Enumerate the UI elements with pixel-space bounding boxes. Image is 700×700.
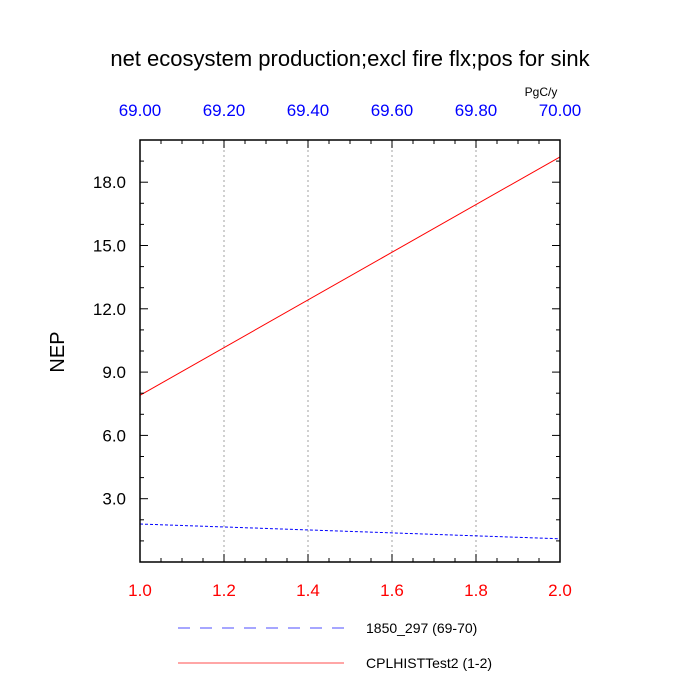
x-tick-label: 1.0 bbox=[128, 581, 152, 600]
y-axis-label: NEP bbox=[47, 331, 69, 372]
y-tick-label: 6.0 bbox=[102, 426, 126, 445]
x-tick-label: 1.4 bbox=[296, 581, 320, 600]
y-tick-label: 9.0 bbox=[102, 363, 126, 382]
top-tick-label: 70.00 bbox=[539, 101, 582, 120]
y-tick-label: 12.0 bbox=[93, 300, 126, 319]
y-tick-label: 18.0 bbox=[93, 173, 126, 192]
top-tick-label: 69.60 bbox=[371, 101, 414, 120]
grid-lines bbox=[223, 140, 477, 562]
x-tick-label: 1.6 bbox=[380, 581, 404, 600]
axis-ticks: 1.0 1.2 1.4 1.6 1.8 2.0 69.00 69.20 69.40 69.60 69… bbox=[93, 101, 581, 600]
series-line bbox=[139, 523, 561, 540]
top-tick-label: 69.00 bbox=[119, 101, 162, 120]
y-tick-label: 15.0 bbox=[93, 237, 126, 256]
y-tick-label: 3.0 bbox=[102, 490, 126, 509]
x-tick-label: 1.2 bbox=[212, 581, 236, 600]
legend-label: CPLHISTTest2 (1-2) bbox=[366, 655, 492, 671]
top-tick-label: 69.40 bbox=[287, 101, 330, 120]
top-tick-label: 69.20 bbox=[203, 101, 246, 120]
series-layer bbox=[139, 156, 561, 540]
legend: 1850_297 (69-70) CPLHISTTest2 (1-2) bbox=[178, 620, 492, 671]
legend-label: 1850_297 (69-70) bbox=[366, 620, 477, 636]
plot-frame bbox=[139, 139, 561, 563]
x-tick-label: 2.0 bbox=[548, 581, 572, 600]
top-axis-unit: PgC/y bbox=[525, 85, 558, 99]
x-tick-label: 1.8 bbox=[464, 581, 488, 600]
series-line bbox=[139, 156, 561, 396]
chart-title: net ecosystem production;excl fire flx;p… bbox=[110, 46, 590, 71]
top-tick-label: 69.80 bbox=[455, 101, 498, 120]
